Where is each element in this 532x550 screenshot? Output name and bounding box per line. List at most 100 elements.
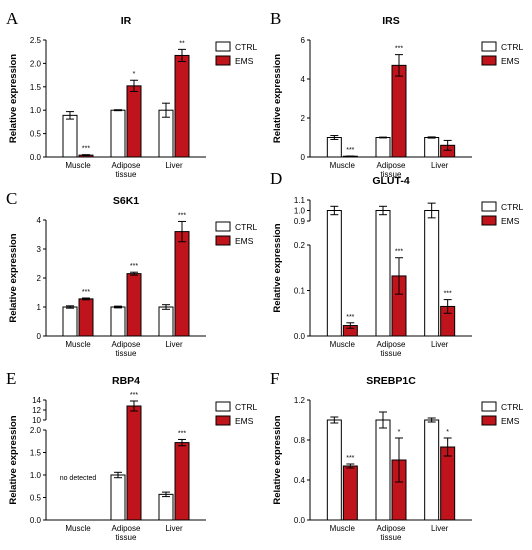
bar-ctrl (375, 210, 391, 337)
x-tick-label: Muscle (65, 340, 91, 349)
x-tick-label: Adipose (377, 524, 406, 533)
panel-letter: B (270, 9, 281, 28)
y-tick-label: 0 (301, 153, 306, 162)
y-tick-label: 2 (37, 274, 42, 283)
panel-title: S6K1 (113, 195, 139, 207)
panel-title: RBP4 (112, 375, 140, 387)
y-tick-label: 2.5 (30, 36, 42, 45)
significance-mark: *** (82, 146, 90, 153)
y-tick-label: 1.1 (294, 196, 306, 205)
annotation-text: no detected (60, 475, 97, 482)
bar-ems (126, 85, 142, 158)
y-tick-label: 1.2 (294, 396, 306, 405)
y-tick-label: 0.9 (294, 217, 306, 226)
bar-ems (174, 442, 190, 521)
legend-label: EMS (235, 236, 254, 246)
legend-label: CTRL (235, 222, 257, 232)
x-tick-label: Liver (165, 524, 183, 533)
significance-mark: *** (346, 455, 354, 462)
y-tick-label: 0.5 (30, 494, 42, 503)
significance-mark: * (446, 429, 449, 436)
bar-ems (78, 298, 94, 337)
panel-a: A IR Relative expression 0.0 0.5 1.0 1.5 2.0 2.5… (6, 9, 257, 179)
bar-ems (126, 273, 142, 337)
significance-mark: *** (130, 263, 138, 270)
bar-ctrl (424, 210, 440, 337)
x-tick-label: tissue (116, 533, 137, 542)
y-tick-label: 1.0 (30, 471, 42, 480)
significance-mark: *** (82, 289, 90, 296)
legend-swatch-ctrl (215, 221, 231, 232)
bar-ctrl (424, 419, 440, 521)
x-tick-label: Adipose (112, 340, 141, 349)
y-tick-label: 1.0 (294, 207, 306, 216)
panel-title: IRS (382, 15, 400, 27)
y-tick-label: 0.0 (30, 153, 42, 162)
bar-ems (174, 54, 190, 158)
y-axis-label: Relative expression (272, 415, 283, 504)
legend-swatch-ems (481, 415, 497, 426)
legend-label: EMS (501, 216, 520, 226)
y-tick-label: 0.0 (294, 516, 306, 525)
y-tick-label: 1 (37, 303, 42, 312)
significance-mark: *** (178, 430, 186, 437)
y-tick-label: 0.0 (294, 332, 306, 341)
bar-ctrl (424, 137, 440, 158)
panel-letter: D (270, 169, 282, 188)
panel-f: F SREBP1C Relative expression 0.0 0.4 0.8 1.2 M… (270, 369, 523, 542)
y-axis-label: Relative expression (272, 54, 283, 143)
x-tick-label: Liver (165, 340, 183, 349)
bar-ctrl (158, 493, 174, 521)
x-tick-label: Muscle (65, 161, 91, 170)
x-tick-label: Muscle (330, 340, 356, 349)
panel-c: C S6K1 Relative expression 0 1 2 3 4 Muscle *** Ad… (6, 189, 257, 358)
y-tick-label: 2.0 (30, 426, 42, 435)
bar-ctrl (110, 474, 126, 521)
bar-ctrl (158, 306, 174, 337)
significance-mark: *** (395, 249, 403, 256)
y-tick-label: 3 (37, 245, 42, 254)
significance-mark: *** (395, 46, 403, 53)
legend-label: CTRL (501, 202, 523, 212)
y-tick-label: 14 (32, 396, 41, 405)
y-tick-label: 4 (301, 75, 306, 84)
legend-swatch-ctrl (481, 41, 497, 52)
y-tick-label: 10 (32, 416, 41, 425)
y-tick-label: 0.5 (30, 130, 42, 139)
bar-ems (126, 405, 142, 521)
y-axis-label: Relative expression (272, 223, 283, 312)
bar-ems (342, 465, 358, 521)
y-tick-label: 4 (37, 216, 42, 225)
bar-ctrl (326, 210, 342, 337)
x-tick-label: tissue (381, 349, 402, 358)
panel-letter: F (270, 369, 279, 388)
legend-label: EMS (501, 416, 520, 426)
x-tick-label: Adipose (377, 340, 406, 349)
legend-swatch-ctrl (215, 401, 231, 412)
y-tick-label: 0.4 (294, 476, 306, 485)
bar-ctrl (326, 419, 342, 521)
x-tick-label: tissue (381, 170, 402, 179)
legend-label: CTRL (235, 402, 257, 412)
legend-swatch-ems (215, 235, 231, 246)
significance-mark: *** (444, 291, 452, 298)
panel-letter: A (6, 9, 19, 28)
x-tick-label: Muscle (330, 524, 356, 533)
bar-ctrl (62, 114, 78, 158)
significance-mark: * (133, 71, 136, 78)
panel-b: B IRS Relative expression 0 2 4 6 Muscle *** Adip… (270, 9, 523, 179)
significance-mark: *** (346, 147, 354, 154)
x-tick-label: Adipose (112, 524, 141, 533)
legend-label: CTRL (501, 402, 523, 412)
x-tick-label: Muscle (330, 161, 356, 170)
significance-mark: *** (130, 392, 138, 399)
y-tick-label: 2.0 (30, 59, 42, 68)
y-tick-label: 2 (301, 114, 306, 123)
x-tick-label: tissue (381, 533, 402, 542)
x-tick-label: Liver (431, 340, 449, 349)
x-tick-label: tissue (116, 349, 137, 358)
y-tick-label: 0.1 (294, 287, 306, 296)
y-tick-label: 0 (37, 332, 42, 341)
